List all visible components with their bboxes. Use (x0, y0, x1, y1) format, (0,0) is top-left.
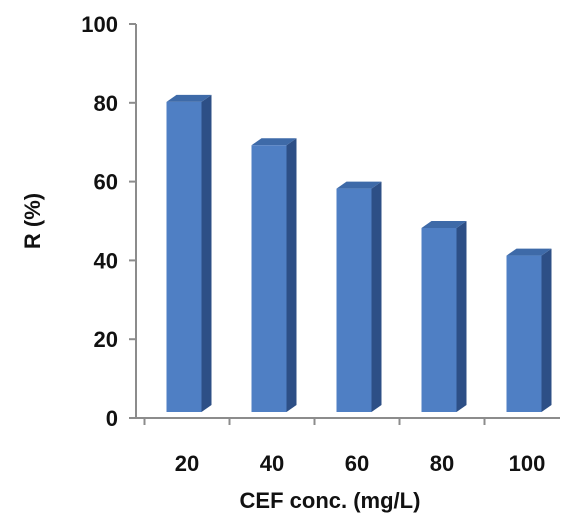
bar-front (336, 188, 372, 412)
bar (336, 181, 382, 412)
x-tick-label: 80 (430, 451, 454, 476)
x-tick-label: 20 (175, 451, 199, 476)
bars (166, 94, 552, 413)
bar (421, 221, 467, 412)
y-tick-label: 0 (106, 406, 118, 431)
bar-side (286, 138, 297, 412)
bar-top (166, 94, 212, 102)
bar-side (456, 221, 467, 412)
bar-front (421, 228, 457, 412)
bar-side (371, 181, 382, 412)
bar (251, 138, 297, 412)
x-tick-label: 40 (260, 451, 284, 476)
bar (166, 94, 212, 413)
bar-front (251, 145, 287, 412)
y-tick-labels: 0 20 40 60 80 100 (81, 12, 118, 431)
bar-side (201, 94, 212, 413)
x-axis-title: CEF conc. (mg/L) (240, 488, 421, 513)
bar-top (506, 248, 552, 256)
x-tick-labels: 20 40 60 80 100 (175, 451, 546, 476)
x-tick-label: 60 (345, 451, 369, 476)
bar-side (541, 248, 552, 412)
bar-top (251, 138, 297, 146)
y-axis-title: R (%) (20, 193, 45, 249)
y-tick-label: 40 (94, 248, 118, 273)
y-tick-label: 20 (94, 327, 118, 352)
y-tick-label: 60 (94, 170, 118, 195)
bar (506, 248, 552, 412)
y-axis (129, 23, 137, 419)
x-axis (136, 417, 560, 425)
bar-top (336, 181, 382, 189)
bar-top (421, 221, 467, 228)
y-tick-label: 100 (81, 12, 118, 37)
bar-front (506, 255, 542, 412)
x-tick-label: 100 (509, 451, 546, 476)
y-tick-label: 80 (94, 91, 118, 116)
bar-front (166, 101, 202, 413)
